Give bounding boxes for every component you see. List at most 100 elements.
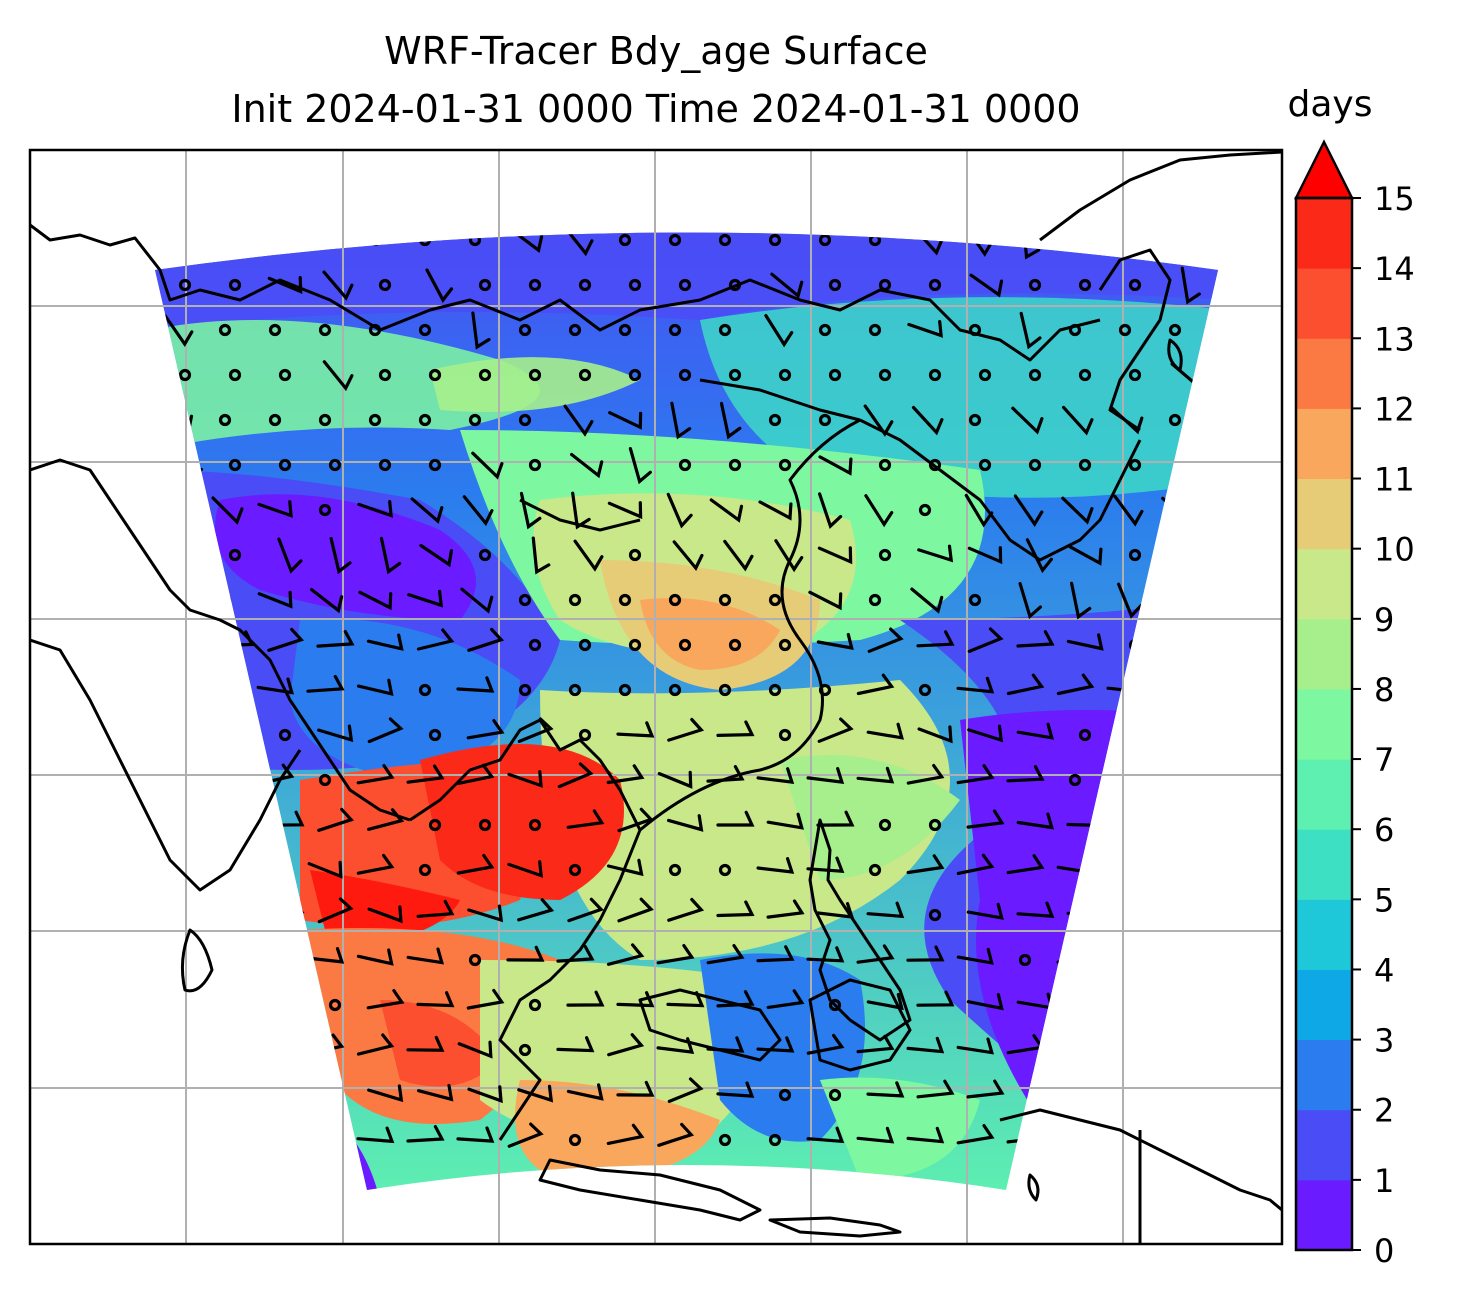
wind-barb [910,587,944,614]
wind-barbs [156,232,1205,1148]
wind-barb-calm [718,863,732,877]
wind-barb [1068,545,1103,566]
colorbar-segment [1296,688,1352,760]
wind-barb-calm [318,413,332,427]
colorbar-tick-label: 2 [1374,1092,1394,1130]
wind-barb [163,314,194,347]
map-gridlines [30,150,1282,1244]
wind-barb [322,270,354,301]
wind-barb [1016,722,1055,740]
wind-barb [617,807,654,833]
wind-barb [306,674,345,693]
wind-barb [706,944,745,965]
wind-barb [1106,1035,1145,1052]
wind-barb [329,536,352,575]
wind-barb [966,1079,1005,1099]
wind-barb [1156,1035,1195,1053]
wind-barb [356,948,394,966]
wind-barb-calm [1128,548,1142,562]
colorbar-segment [1296,899,1352,970]
wind-barb-calm [528,818,542,832]
wind-barb [967,546,1003,565]
colorbar-segment [1296,759,1352,830]
wind-barb [856,673,895,696]
wind-barb-calm [668,683,682,697]
wind-barb [967,724,1004,743]
wind-barb-calm [878,278,892,292]
wind-barb-calm [378,458,392,472]
wind-barb-calm [528,998,542,1012]
wind-barb-calm [928,818,942,832]
wind-barb-calm [968,413,982,427]
wind-barb-calm [1168,323,1182,337]
wind-barb [816,632,854,651]
wind-barb-calm [178,278,192,292]
chart-subtitle: Init 2024-01-31 0000 Time 2024-01-31 000… [231,87,1081,131]
wind-barb [556,1036,595,1053]
wind-barb-calm [528,458,542,472]
wind-barb [817,546,853,565]
wind-barb [531,536,551,575]
wind-barb [774,539,804,573]
wind-barb [471,451,504,480]
wind-barb [406,764,445,784]
wind-barb [966,993,1004,1011]
wind-barb [906,1036,945,1054]
wind-barb [507,1122,544,1148]
wind-barb [556,945,595,963]
wind-barb [425,268,454,303]
wind-barb-calm [228,368,242,382]
wind-barb [706,1036,745,1053]
wind-barb [557,762,594,789]
wind-barb-calm [528,278,542,292]
wind-barb-calm [418,413,432,427]
wind-barb [417,1083,454,1102]
wind-barb [1006,765,1045,783]
wind-barb [966,809,1005,829]
wind-barb [756,945,795,963]
wind-barb [1013,494,1044,527]
wind-barb-calm [1128,368,1142,382]
wind-barb [1166,811,1205,829]
wind-barb [570,452,604,479]
wind-barb-calm [568,323,582,337]
wind-barb [756,857,795,874]
wind-barb [267,627,305,652]
wind-barb [723,539,754,572]
wind-barb-calm [678,368,692,382]
wind-barb-calm [518,683,532,697]
wind-barb-calm [228,908,242,922]
wind-barb [608,411,643,430]
map-area [30,150,1282,1244]
wind-barb-calm [418,863,432,877]
wind-barb-calm [1118,953,1132,967]
wind-barb-calm [1168,773,1182,787]
wind-barb [616,1080,655,1097]
wind-barb [1106,764,1145,784]
colorbar-segment [1296,1179,1352,1251]
wind-barb-calm [628,638,642,652]
wind-barb [916,1079,955,1099]
wind-barb-calm [928,908,942,922]
wind-barb [419,543,453,568]
wind-barb-calm [1128,908,1142,922]
wind-barb-calm [718,593,732,607]
colorbar-segment [1296,829,1352,900]
wind-barb [356,678,394,697]
wind-barb-calm [368,323,382,337]
wind-barb [307,860,343,879]
wind-barb [617,897,654,923]
wind-barb [756,767,795,784]
wind-barb [1166,991,1205,1009]
wind-barb-calm [868,863,882,877]
wind-barb [456,1126,495,1143]
wind-barb-calm [228,728,242,742]
wind-barb-calm [418,683,432,697]
wind-barb-calm [518,1043,532,1057]
wind-barb [863,404,894,437]
wind-barb [460,587,494,614]
wind-barb-calm [728,368,742,382]
wind-barb [563,404,594,437]
colorbar-tick-label: 12 [1374,390,1415,428]
